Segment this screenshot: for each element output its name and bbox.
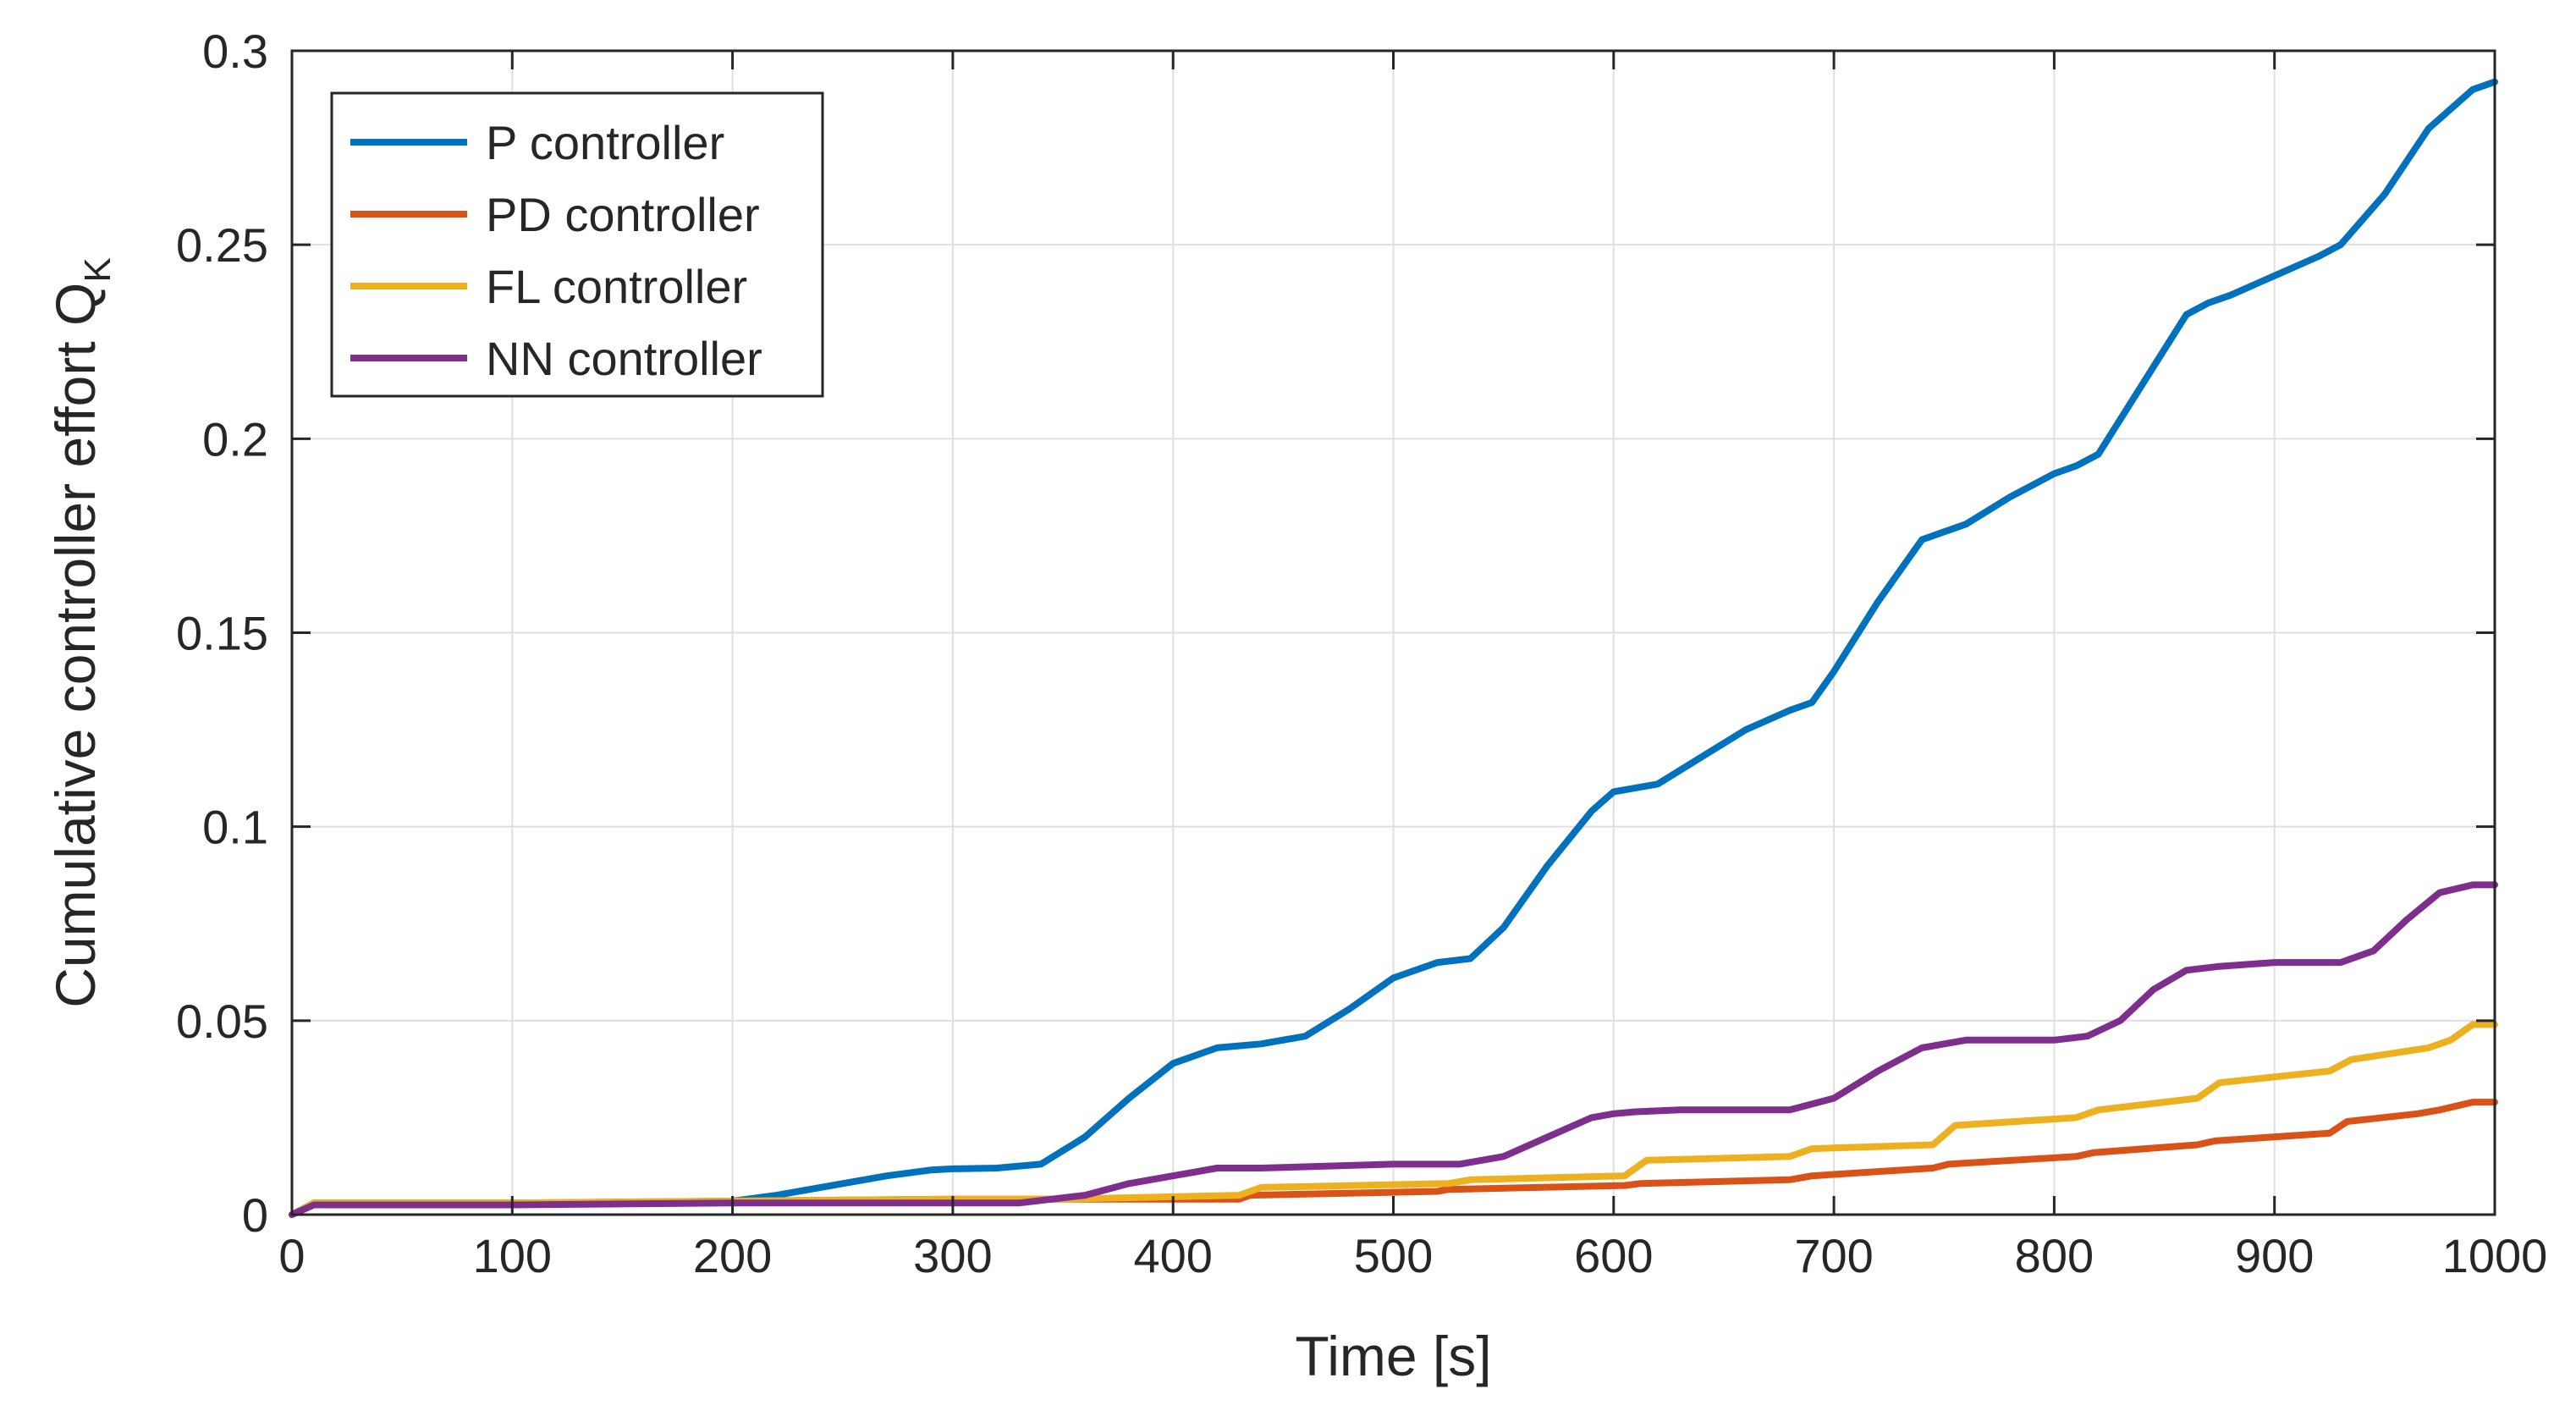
x-tick-label: 100 [473,1229,552,1282]
y-axis-label-main: Cumulative controller effort Q [44,283,107,1008]
y-tick-label: 0.1 [202,801,268,854]
legend-label-fl-controller: FL controller [486,260,747,313]
legend-label-pd-controller: PD controller [486,188,760,241]
x-tick-label: 400 [1133,1229,1212,1282]
x-tick-label: 700 [1794,1229,1873,1282]
grid-lines [292,51,2495,1215]
series-line-fl-controller [289,1021,2498,1218]
series-line-nn-controller [289,881,2498,1218]
legend-label-p-controller: P controller [486,116,724,169]
x-axis-label: Time [s] [1295,1325,1491,1387]
tick-marks [290,49,2496,1216]
x-tick-label: 500 [1354,1229,1433,1282]
series-line-p-controller [289,78,2498,1218]
y-tick-label: 0.05 [176,995,268,1048]
legend: P controller PD controller FL controller NN… [330,91,824,398]
x-tick-label: 200 [693,1229,772,1282]
legend-label-nn-controller: NN controller [486,332,762,385]
x-tick-label: 800 [2015,1229,2094,1282]
x-tick-label: 900 [2235,1229,2314,1282]
x-tick-label: 300 [913,1229,992,1282]
x-tick-label: 600 [1574,1229,1653,1282]
y-tick-label: 0 [242,1188,268,1242]
y-tick-label: 0.15 [176,607,268,660]
y-tick-label: 0.2 [202,412,268,466]
y-axis-label-group: Cumulative controller effort QK [44,257,118,1008]
y-tick-label: 0.3 [202,25,268,78]
y-axis-label: Cumulative controller effort QK [44,257,118,1008]
y-axis-label-subscript: K [77,257,118,282]
y-tick-label: 0.25 [176,218,268,272]
x-tick-label: 0 [278,1229,305,1282]
series-lines [289,78,2498,1218]
x-tick-label: 1000 [2442,1229,2548,1282]
tick-labels: 0 100 200 300 400 500 600 700 800 900 1000 0 0.05 0.1… [176,25,2547,1282]
